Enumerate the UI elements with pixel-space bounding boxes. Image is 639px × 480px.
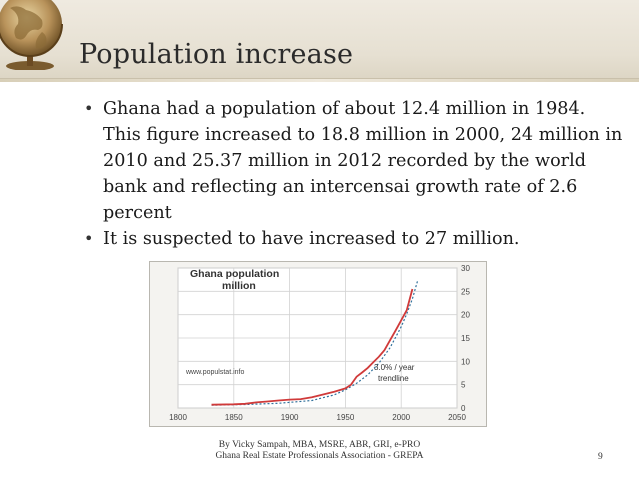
y-tick-label: 30 (461, 264, 470, 273)
y-tick-label: 10 (461, 357, 470, 366)
footer-author: By Vicky Sampah, MBA, MSRE, ABR, GRI, e-… (218, 440, 421, 450)
page-number: 9 (598, 452, 603, 462)
y-tick-label: 20 (461, 311, 470, 320)
y-tick-label: 5 (461, 381, 466, 390)
population-series (211, 288, 414, 406)
bullet-list: Ghana had a population of about 12.4 mil… (84, 96, 624, 252)
globe-icon (0, 0, 63, 70)
trendline-annotation-line1: 3.0% / year (374, 363, 415, 372)
y-tick-label: 0 (461, 404, 466, 413)
chart-source: www.populstat.info (185, 369, 244, 376)
slide-footer: By Vicky Sampah, MBA, MSRE, ABR, GRI, e-… (0, 440, 639, 462)
bullet-item: It is suspected to have increased to 27 … (84, 226, 624, 252)
y-tick-label: 15 (461, 334, 470, 343)
chart-title: Ghana population (190, 268, 279, 280)
chart-svg: 1800 1850 1900 1950 2000 2050 0 5 10 15 20 25 30 Gh… (169, 264, 470, 422)
x-tick-label: 1800 (169, 413, 187, 422)
y-tick-label: 25 (461, 287, 470, 296)
header-divider (0, 79, 639, 82)
x-tick-label: 1950 (337, 413, 355, 422)
x-tick-label: 1900 (281, 413, 299, 422)
x-tick-label: 2050 (448, 413, 466, 422)
bullet-item: Ghana had a population of about 12.4 mil… (84, 96, 624, 226)
population-chart: 1800 1850 1900 1950 2000 2050 0 5 10 15 20 25 30 Gh… (149, 261, 487, 427)
chart-subtitle: million (222, 280, 256, 292)
slide-header (0, 0, 639, 79)
x-tick-label: 1850 (225, 413, 243, 422)
trendline-series (211, 279, 419, 406)
x-tick-label: 2000 (392, 413, 410, 422)
footer-organization: Ghana Real Estate Professionals Associat… (215, 451, 424, 461)
trendline-annotation-line2: trendline (378, 374, 409, 383)
slide-title: Population increase (79, 39, 354, 70)
